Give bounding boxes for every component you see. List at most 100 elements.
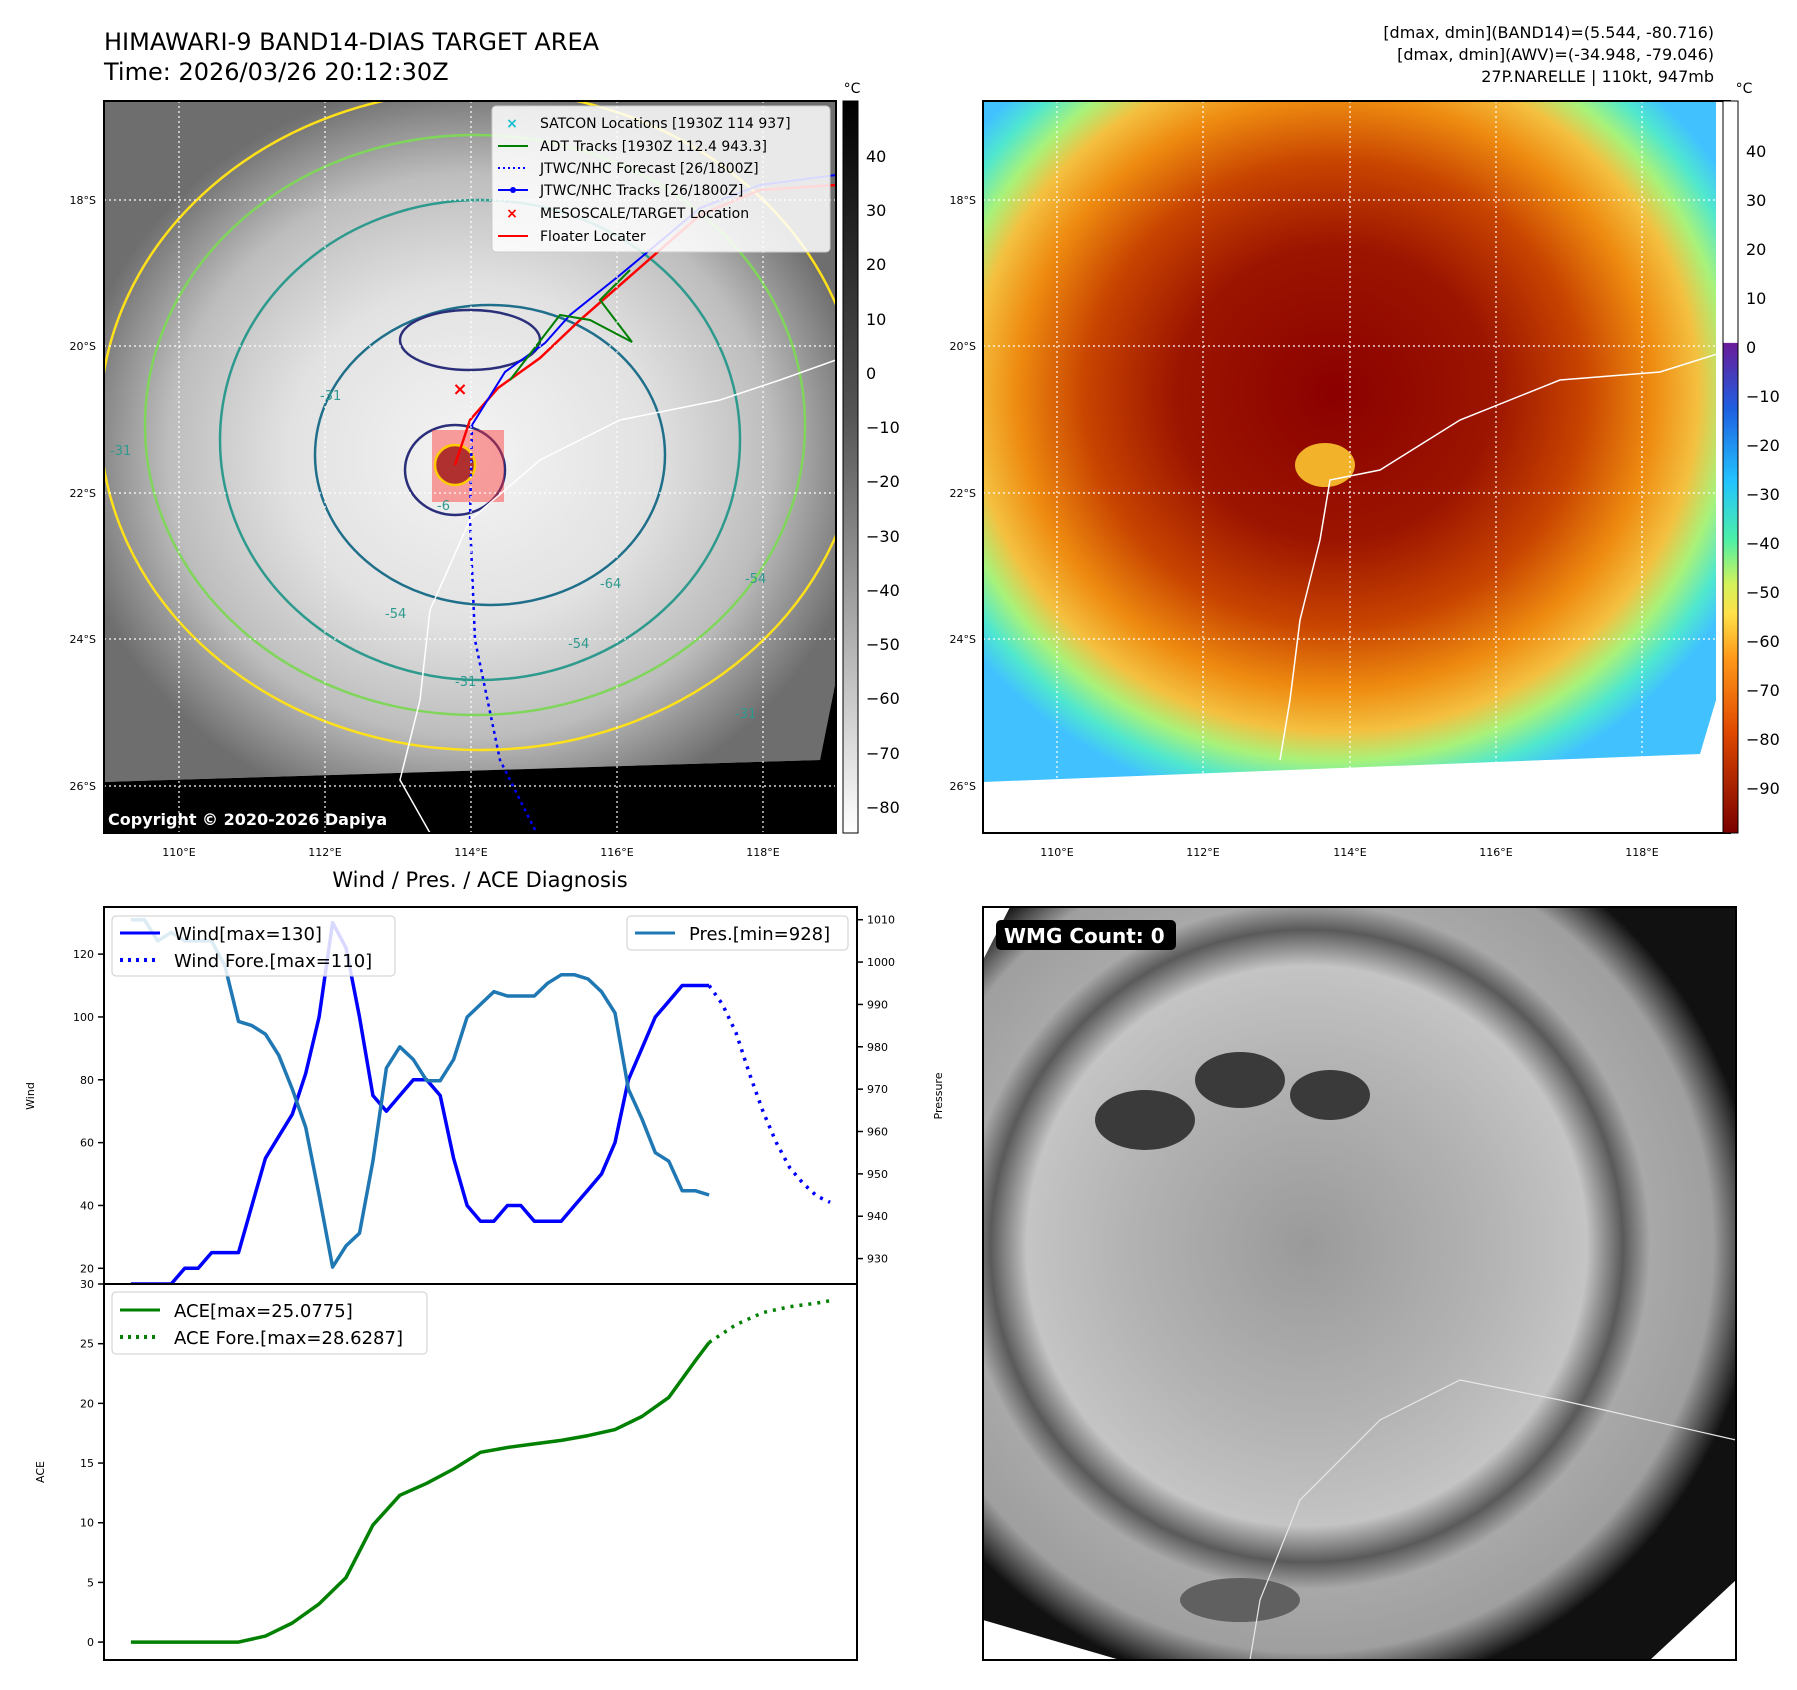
legend-entry-satcon: × SATCON Locations [1930Z 114 937] bbox=[506, 116, 790, 132]
legend-label: MESOSCALE/TARGET Location bbox=[540, 206, 749, 222]
awv-map-panel bbox=[982, 100, 1731, 834]
legend-label: SATCON Locations [1930Z 114 937] bbox=[540, 116, 791, 132]
y-tick-label: 0 bbox=[87, 1636, 94, 1649]
svg-text:×: × bbox=[452, 379, 467, 400]
awv-colorbar-tick: −70 bbox=[1746, 681, 1780, 700]
ace-line bbox=[130, 1341, 711, 1644]
diagnosis-title: Wind / Pres. / ACE Diagnosis bbox=[332, 868, 627, 892]
legend-x-icon: × bbox=[506, 206, 518, 222]
y2-tick-label: 940 bbox=[867, 1210, 888, 1223]
awv-colorbar-tick: −40 bbox=[1746, 534, 1780, 553]
y-tick-label: 5 bbox=[87, 1576, 94, 1589]
ir-colorbar-tick: 10 bbox=[866, 310, 886, 329]
awv-colorbar-tick: 0 bbox=[1746, 338, 1756, 357]
y-tick-label: 10 bbox=[80, 1517, 94, 1530]
contour-label: -54 bbox=[745, 572, 766, 587]
y-tick-label: 15 bbox=[80, 1457, 94, 1470]
y2-tick-label: 950 bbox=[867, 1168, 888, 1181]
wind-pressure-chart: 20 40 60 80 100 120 930 940 950 960 970 980 990 1000… bbox=[24, 906, 945, 1285]
awv-colorbar-tick: −10 bbox=[1746, 387, 1780, 406]
lat-label: 22°S bbox=[70, 487, 96, 500]
y-tick-label: 80 bbox=[80, 1074, 94, 1087]
lat-label: 22°S bbox=[950, 487, 976, 500]
contour-label: -31 bbox=[455, 675, 476, 690]
ace-chart: 0 5 10 15 20 25 30 ACE ACE[max=25.0775] ACE Fo… bbox=[34, 1278, 858, 1661]
contour-label: -54 bbox=[568, 637, 589, 652]
lat-label: 20°S bbox=[950, 340, 976, 353]
ace-axis: 0 5 10 15 20 25 30 bbox=[80, 1278, 104, 1649]
y-tick-label: 120 bbox=[73, 948, 94, 961]
figure-title: HIMAWARI-9 BAND14-DIAS TARGET AREA bbox=[104, 28, 600, 56]
copyright-label: Copyright © 2020-2026 Dapiya bbox=[108, 810, 387, 829]
lat-label: 24°S bbox=[70, 633, 96, 646]
awv-colorbar-tick: 20 bbox=[1746, 240, 1766, 259]
y-tick-label: 25 bbox=[80, 1338, 94, 1351]
ir-colorbar-unit: °C bbox=[844, 81, 861, 97]
awv-colorbar-tick: −50 bbox=[1746, 583, 1780, 602]
wind-legend: Wind[max=130] Wind Fore.[max=110] bbox=[111, 915, 396, 977]
y-tick-label: 30 bbox=[80, 1278, 94, 1291]
legend-label: ADT Tracks [1930Z 112.4 943.3] bbox=[540, 139, 767, 155]
wmg-panel: WMG Count: 0 bbox=[982, 906, 1737, 1661]
y-tick-label: 40 bbox=[80, 1199, 94, 1212]
wmg-count-label: WMG Count: 0 bbox=[1004, 924, 1165, 948]
legend-label: Wind Fore.[max=110] bbox=[174, 951, 372, 972]
y2-tick-label: 990 bbox=[867, 998, 888, 1011]
info-line-awv: [dmax, dmin](AWV)=(-34.948, -79.046) bbox=[1397, 45, 1714, 64]
ir-colorbar-tick: −40 bbox=[866, 581, 900, 600]
y-tick-label: 100 bbox=[73, 1011, 94, 1024]
lat-label: 24°S bbox=[950, 633, 976, 646]
legend-label: Floater Locater bbox=[540, 229, 646, 245]
lat-label: 20°S bbox=[70, 340, 96, 353]
y2-tick-label: 1010 bbox=[867, 914, 895, 927]
wind-axis-label: Wind bbox=[24, 1082, 37, 1110]
legend-label: ACE[max=25.0775] bbox=[174, 1301, 353, 1322]
lon-label: 110°E bbox=[1040, 846, 1073, 859]
legend-entry-adt: ADT Tracks [1930Z 112.4 943.3] bbox=[498, 139, 767, 155]
lon-label: 114°E bbox=[1333, 846, 1366, 859]
legend-marker-icon bbox=[510, 187, 516, 193]
lat-label: 18°S bbox=[950, 194, 976, 207]
wind-axis: 20 40 60 80 100 120 bbox=[73, 948, 104, 1275]
info-line-storm: 27P.NARELLE | 110kt, 947mb bbox=[1481, 67, 1714, 86]
lon-label: 114°E bbox=[454, 846, 487, 859]
ir-colorbar-tick: −70 bbox=[866, 744, 900, 763]
awv-colorbar-tick: −20 bbox=[1746, 436, 1780, 455]
figure-time: Time: 2026/03/26 20:12:30Z bbox=[103, 58, 449, 86]
ir-colorbar-tick: −50 bbox=[866, 635, 900, 654]
contour-label: -64 bbox=[600, 577, 621, 592]
legend-entry-floater: Floater Locater bbox=[498, 229, 646, 245]
lon-label: 118°E bbox=[1625, 846, 1658, 859]
lon-label: 110°E bbox=[162, 846, 195, 859]
ir-colorbar-tick: −20 bbox=[866, 472, 900, 491]
awv-colorbar-tick: 10 bbox=[1746, 289, 1766, 308]
awv-colorbar-unit: °C bbox=[1736, 81, 1753, 97]
wind-line bbox=[130, 920, 710, 1284]
awv-colorbar-tick: −90 bbox=[1746, 779, 1780, 798]
legend-label: Pres.[min=928] bbox=[689, 924, 830, 945]
ir-colorbar-tick: −10 bbox=[866, 418, 900, 437]
y2-tick-label: 1000 bbox=[867, 956, 895, 969]
pressure-axis-label: Pressure bbox=[932, 1072, 945, 1119]
ace-series bbox=[130, 1298, 831, 1644]
wind-fore-line bbox=[707, 984, 831, 1204]
legend-label: ACE Fore.[max=28.6287] bbox=[174, 1328, 403, 1349]
ace-fore-line bbox=[708, 1298, 831, 1344]
ace-axis-label: ACE bbox=[34, 1461, 47, 1483]
lon-label: 112°E bbox=[308, 846, 341, 859]
awv-colorbar-tick: −30 bbox=[1746, 485, 1780, 504]
awv-colorbar-tick: 30 bbox=[1746, 191, 1766, 210]
ir-colorbar: °C 40 30 20 10 0 −10 −20 −30 −40 −50 −60… bbox=[842, 81, 900, 834]
ir-colorbar-tick: −30 bbox=[866, 527, 900, 546]
awv-colorbar-tick: −80 bbox=[1746, 730, 1780, 749]
awv-colorbar-tick: 40 bbox=[1746, 142, 1766, 161]
contour-label: -6 bbox=[437, 499, 450, 514]
ir-colorbar-tick: 20 bbox=[866, 255, 886, 274]
contour-label: -54 bbox=[385, 607, 406, 622]
legend-entry-forecast: JTWC/NHC Forecast [26/1800Z] bbox=[498, 161, 759, 177]
y-tick-label: 20 bbox=[80, 1262, 94, 1275]
legend-x-icon: × bbox=[506, 116, 518, 132]
lon-label: 118°E bbox=[746, 846, 779, 859]
legend-label: JTWC/NHC Tracks [26/1800Z] bbox=[539, 183, 743, 199]
